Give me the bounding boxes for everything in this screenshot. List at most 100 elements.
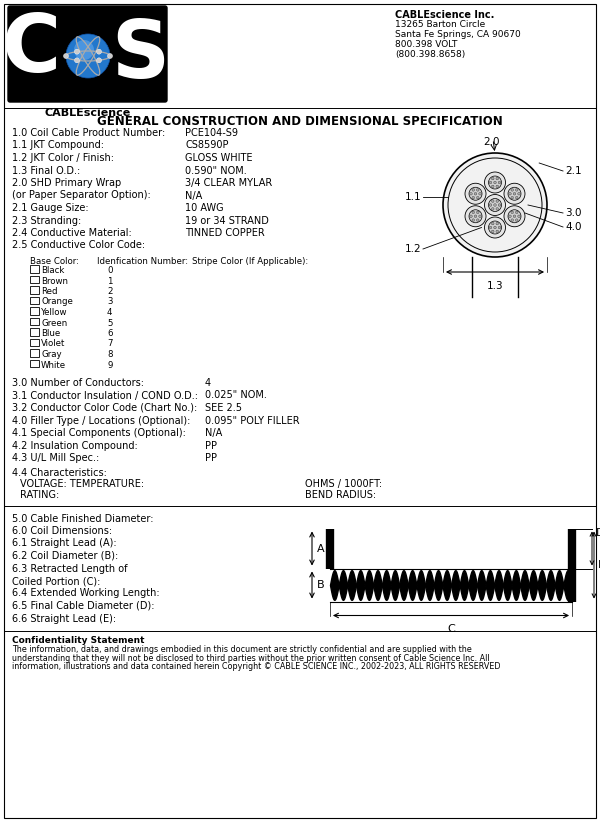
Text: GENERAL CONSTRUCTION AND DIMENSIONAL SPECIFICATION: GENERAL CONSTRUCTION AND DIMENSIONAL SPE…	[97, 115, 503, 128]
Circle shape	[496, 178, 499, 180]
Text: Coiled Portion (C):: Coiled Portion (C):	[12, 576, 100, 586]
Circle shape	[511, 196, 514, 199]
Text: 4.1 Special Components (Optional):: 4.1 Special Components (Optional):	[12, 428, 186, 438]
Circle shape	[474, 215, 477, 218]
Text: Yellow: Yellow	[41, 308, 67, 317]
Circle shape	[74, 49, 79, 54]
Circle shape	[469, 187, 482, 201]
Circle shape	[485, 172, 505, 193]
Text: 2.1: 2.1	[565, 166, 581, 176]
FancyBboxPatch shape	[8, 6, 167, 102]
Text: White: White	[41, 361, 66, 370]
Circle shape	[518, 192, 520, 195]
Text: VOLTAGE: TEMPERATURE:: VOLTAGE: TEMPERATURE:	[20, 478, 144, 488]
Circle shape	[97, 49, 101, 54]
Text: PP: PP	[205, 453, 217, 463]
Text: BEND RADIUS:: BEND RADIUS:	[305, 489, 376, 500]
Text: 4.2 Insulation Compound:: 4.2 Insulation Compound:	[12, 441, 138, 450]
Text: Green: Green	[41, 318, 67, 327]
Circle shape	[74, 58, 79, 62]
Circle shape	[470, 192, 472, 195]
Circle shape	[485, 217, 505, 238]
Text: B: B	[317, 580, 325, 590]
Circle shape	[513, 215, 516, 218]
Text: N/A: N/A	[205, 428, 222, 438]
Bar	[30, 287, 39, 294]
Text: Orange: Orange	[41, 298, 73, 307]
Circle shape	[479, 215, 481, 218]
Circle shape	[491, 208, 494, 210]
Text: 4: 4	[107, 308, 113, 317]
Text: 6.6 Straight Lead (E):: 6.6 Straight Lead (E):	[12, 613, 116, 624]
Text: 2.4 Conductive Material:: 2.4 Conductive Material:	[12, 228, 132, 238]
Text: 3.1 Conductor Insulation / COND O.D.:: 3.1 Conductor Insulation / COND O.D.:	[12, 390, 198, 400]
Text: C: C	[447, 624, 455, 634]
Circle shape	[508, 187, 521, 201]
Circle shape	[518, 215, 520, 218]
Text: 4.0 Filler Type / Locations (Optional):: 4.0 Filler Type / Locations (Optional):	[12, 415, 190, 426]
Circle shape	[498, 204, 501, 206]
Circle shape	[508, 210, 521, 223]
Circle shape	[511, 188, 514, 192]
Circle shape	[496, 185, 499, 187]
Text: TINNED COPPER: TINNED COPPER	[185, 228, 265, 238]
Text: OHMS / 1000FT:: OHMS / 1000FT:	[305, 478, 382, 488]
Circle shape	[494, 204, 496, 206]
Text: SEE 2.5: SEE 2.5	[205, 403, 242, 413]
Text: 5.0 Cable Finished Diameter:: 5.0 Cable Finished Diameter:	[12, 514, 154, 524]
Text: S: S	[111, 17, 169, 95]
Text: 6.4 Extended Working Length:: 6.4 Extended Working Length:	[12, 589, 160, 598]
Circle shape	[496, 200, 499, 202]
Text: 2.0: 2.0	[484, 137, 500, 147]
Text: 0.095" POLY FILLER: 0.095" POLY FILLER	[205, 415, 299, 426]
Text: RATING:: RATING:	[20, 489, 59, 500]
Text: 1.2 JKT Color / Finish:: 1.2 JKT Color / Finish:	[12, 153, 114, 163]
Text: Gray: Gray	[41, 350, 62, 359]
Circle shape	[489, 204, 492, 206]
Bar	[30, 339, 39, 347]
Text: Red: Red	[41, 287, 58, 296]
Circle shape	[489, 181, 492, 184]
Text: 6.1 Straight Lead (A):: 6.1 Straight Lead (A):	[12, 538, 116, 548]
Bar	[30, 276, 39, 284]
Text: 1: 1	[107, 276, 113, 285]
Circle shape	[476, 188, 479, 192]
Text: Black: Black	[41, 266, 64, 275]
Circle shape	[472, 196, 475, 199]
Circle shape	[488, 198, 502, 211]
Text: 19 or 34 STRAND: 19 or 34 STRAND	[185, 215, 269, 225]
Circle shape	[107, 53, 113, 58]
Text: 4.0: 4.0	[565, 222, 581, 232]
Text: 1.2: 1.2	[404, 244, 421, 254]
Text: 0.025" NOM.: 0.025" NOM.	[205, 390, 267, 400]
Text: 2: 2	[107, 287, 113, 296]
Circle shape	[479, 192, 481, 195]
Circle shape	[443, 153, 547, 257]
Circle shape	[509, 192, 511, 195]
Circle shape	[515, 219, 518, 221]
Circle shape	[476, 211, 479, 214]
Circle shape	[513, 192, 516, 195]
Text: 0.590" NOM.: 0.590" NOM.	[185, 165, 247, 176]
Text: 2.1 Gauge Size:: 2.1 Gauge Size:	[12, 203, 89, 213]
Text: 1.3 Final O.D.:: 1.3 Final O.D.:	[12, 165, 80, 176]
Text: C: C	[2, 11, 62, 89]
Circle shape	[488, 221, 502, 234]
Text: 3/4 CLEAR MYLAR: 3/4 CLEAR MYLAR	[185, 178, 272, 188]
Text: 5: 5	[107, 318, 113, 327]
Text: Confidentiality Statement: Confidentiality Statement	[12, 636, 145, 645]
Circle shape	[66, 34, 110, 78]
Circle shape	[494, 181, 496, 184]
Text: Stripe Color (If Applicable):: Stripe Color (If Applicable):	[192, 257, 308, 266]
Circle shape	[476, 219, 479, 221]
Circle shape	[491, 178, 494, 180]
Bar	[30, 297, 39, 304]
Circle shape	[474, 192, 477, 195]
Text: CABLEscience: CABLEscience	[44, 108, 131, 118]
Circle shape	[489, 226, 492, 229]
Circle shape	[465, 183, 486, 204]
Text: 6.0 Coil Dimensions:: 6.0 Coil Dimensions:	[12, 526, 112, 536]
Text: 6.2 Coil Diameter (B):: 6.2 Coil Diameter (B):	[12, 551, 118, 561]
Circle shape	[74, 40, 94, 60]
Text: 1.1: 1.1	[404, 192, 421, 202]
